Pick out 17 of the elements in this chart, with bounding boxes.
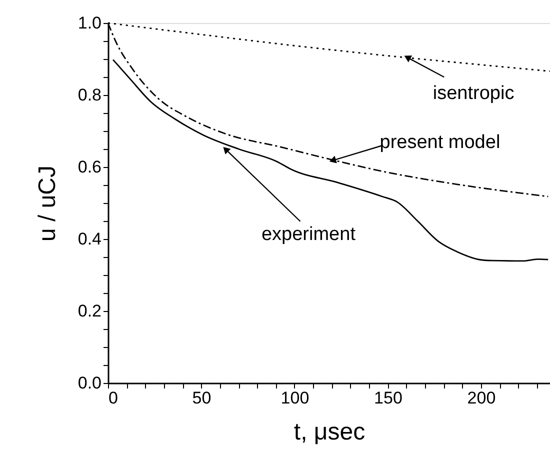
y-tick-label: 0.4 (78, 230, 102, 248)
annotation: isentropic (432, 82, 514, 104)
y-tick-label: 0.6 (78, 158, 102, 176)
y-tick-label: 1.0 (78, 14, 102, 32)
y-tick-label: 0.2 (78, 302, 102, 320)
y-axis-title: u / uCJ (34, 165, 61, 242)
line-series (112, 59, 549, 262)
x-tick-label: 100 (280, 388, 310, 408)
x-tick-label: 0 (108, 388, 118, 408)
y-tick-label: 0.0 (78, 374, 102, 392)
annotation: experiment (261, 224, 356, 245)
y-tick-label: 0.8 (78, 86, 102, 104)
x-tick-label: 150 (374, 388, 402, 408)
x-axis-title: t, μsec (294, 418, 366, 446)
x-tick-label: 50 (192, 388, 212, 408)
annotation: present model (380, 132, 500, 154)
x-tick-label: 200 (467, 388, 496, 408)
